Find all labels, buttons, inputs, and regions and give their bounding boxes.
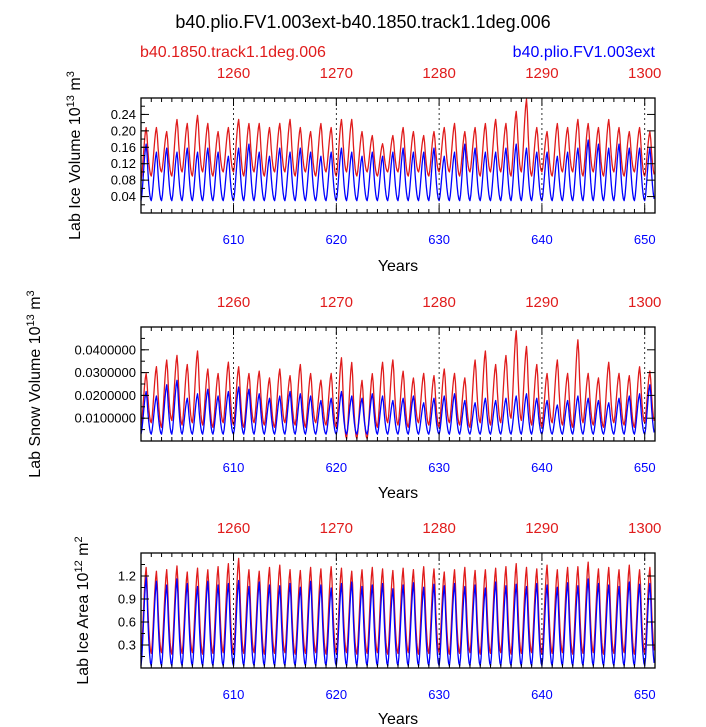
y-label-text: Lab Ice Volume 10 bbox=[67, 107, 84, 240]
y-label-exponent: 2 bbox=[73, 536, 85, 542]
bottom-tick-label: 620 bbox=[325, 687, 347, 702]
y-axis-label: Lab Ice Area 1012 m2 bbox=[73, 536, 92, 684]
top-tick-label: 1280 bbox=[422, 294, 455, 311]
y-tick-label: 0.0100000 bbox=[75, 411, 136, 426]
bottom-tick-label: 640 bbox=[531, 687, 553, 702]
y-tick-label: 0.12 bbox=[111, 156, 136, 171]
y-tick-label: 0.6 bbox=[118, 615, 136, 630]
x-axis-label: Years bbox=[378, 485, 418, 502]
series-line-red bbox=[140, 98, 655, 181]
y-tick-label: 0.20 bbox=[111, 123, 136, 138]
y-tick-label: 0.24 bbox=[111, 107, 136, 122]
bottom-tick-label: 630 bbox=[428, 460, 450, 475]
y-axis-label: Lab Ice Volume 1013 m3 bbox=[65, 71, 84, 240]
panel-3: 610 620 630 640 650 1260 1270 1280 1290 1300 0.3 0.… bbox=[73, 520, 661, 727]
y-tick-label: 0.9 bbox=[118, 592, 136, 607]
top-tick-label: 1290 bbox=[525, 65, 558, 82]
x-axis-label: Years bbox=[378, 711, 418, 727]
y-label-exponent: 13 bbox=[65, 95, 77, 107]
bottom-tick-label: 620 bbox=[325, 460, 347, 475]
top-tick-label: 1270 bbox=[320, 65, 353, 82]
series-line-blue bbox=[140, 139, 655, 202]
y-label-text: m bbox=[75, 543, 92, 561]
top-tick-label: 1290 bbox=[525, 520, 558, 537]
top-tick-label: 1290 bbox=[525, 294, 558, 311]
legend-left: b40.1850.track1.1deg.006 bbox=[140, 44, 326, 61]
bottom-tick-label: 650 bbox=[634, 460, 656, 475]
bottom-tick-label: 610 bbox=[223, 232, 245, 247]
bottom-tick-label: 630 bbox=[428, 687, 450, 702]
x-axis-label: Years bbox=[378, 258, 418, 275]
y-tick-label: 0.0200000 bbox=[75, 388, 136, 403]
y-tick-label: 0.0400000 bbox=[75, 342, 136, 357]
top-tick-label: 1260 bbox=[217, 520, 250, 537]
series-line-blue bbox=[140, 379, 655, 435]
top-tick-label: 1270 bbox=[320, 520, 353, 537]
bottom-tick-label: 630 bbox=[428, 232, 450, 247]
panel-2: 610 620 630 640 650 1260 1270 1280 1290 1300 0.010… bbox=[25, 290, 661, 502]
y-label-text: Lab Ice Area 10 bbox=[75, 572, 92, 684]
bottom-tick-label: 610 bbox=[223, 687, 245, 702]
y-label-text: Lab Snow Volume 10 bbox=[27, 326, 44, 477]
bottom-tick-label: 640 bbox=[531, 460, 553, 475]
bottom-tick-label: 610 bbox=[223, 460, 245, 475]
top-tick-label: 1300 bbox=[628, 520, 661, 537]
y-label-text: m bbox=[27, 296, 44, 314]
top-tick-label: 1260 bbox=[217, 65, 250, 82]
bottom-tick-label: 640 bbox=[531, 232, 553, 247]
y-tick-label: 1.2 bbox=[118, 569, 136, 584]
y-tick-label: 0.3 bbox=[118, 638, 136, 653]
y-label-exponent: 3 bbox=[25, 290, 37, 296]
series-line-red bbox=[140, 557, 655, 655]
y-tick-label: 0.16 bbox=[111, 140, 136, 155]
bottom-tick-label: 650 bbox=[634, 687, 656, 702]
figure-title: b40.plio.FV1.003ext-b40.1850.track1.1deg… bbox=[175, 12, 550, 32]
top-tick-label: 1300 bbox=[628, 65, 661, 82]
top-tick-label: 1270 bbox=[320, 294, 353, 311]
top-tick-label: 1300 bbox=[628, 294, 661, 311]
y-label-exponent: 13 bbox=[25, 314, 37, 326]
legend-right: b40.plio.FV1.003ext bbox=[513, 44, 656, 61]
y-axis-label: Lab Snow Volume 1013 m3 bbox=[25, 290, 44, 477]
y-label-exponent: 12 bbox=[73, 560, 85, 572]
y-label-text: m bbox=[67, 77, 84, 95]
y-label-exponent: 3 bbox=[65, 71, 77, 77]
top-tick-label: 1280 bbox=[422, 520, 455, 537]
bottom-tick-label: 620 bbox=[325, 232, 347, 247]
bottom-tick-label: 650 bbox=[634, 232, 656, 247]
y-tick-label: 0.04 bbox=[111, 189, 136, 204]
series-line-red bbox=[140, 330, 655, 440]
y-tick-label: 0.0300000 bbox=[75, 365, 136, 380]
top-tick-label: 1280 bbox=[422, 65, 455, 82]
y-tick-label: 0.08 bbox=[111, 173, 136, 188]
top-tick-label: 1260 bbox=[217, 294, 250, 311]
